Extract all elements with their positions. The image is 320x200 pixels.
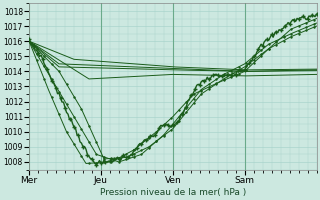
X-axis label: Pression niveau de la mer( hPa ): Pression niveau de la mer( hPa ) — [100, 188, 246, 197]
